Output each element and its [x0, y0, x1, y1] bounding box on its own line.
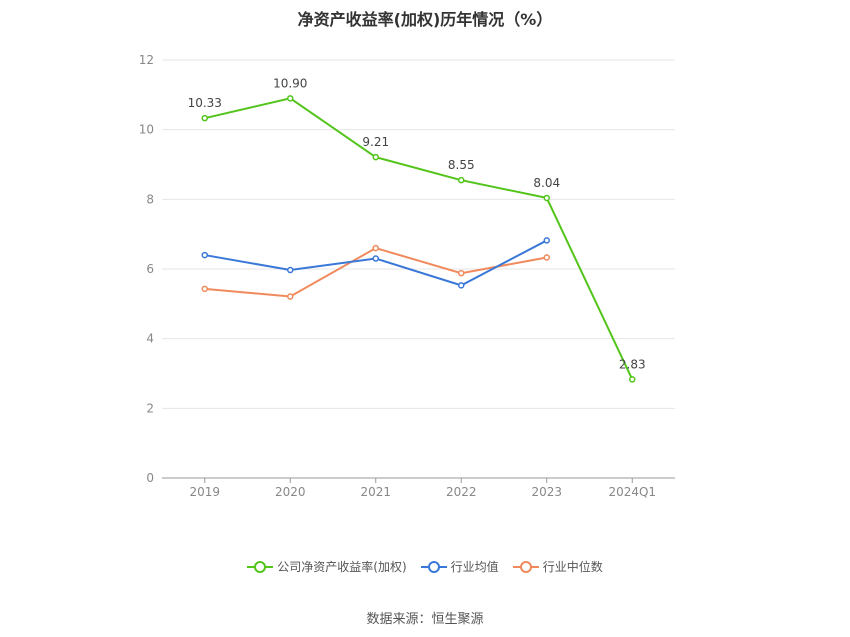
data-point[interactable]: [458, 269, 465, 277]
x-tick-label: 2021: [360, 485, 391, 499]
data-point[interactable]: [201, 285, 208, 293]
data-label: 10.90: [273, 76, 307, 90]
legend: 公司净资产收益率(加权) 行业均值 行业中位数: [0, 558, 850, 575]
y-tick-label: 12: [139, 53, 154, 67]
data-point[interactable]: [372, 255, 379, 262]
data-point[interactable]: [629, 376, 636, 383]
y-tick-label: 4: [146, 332, 154, 346]
series-layer: [201, 95, 636, 383]
source-note: 数据来源：恒生聚源: [366, 612, 484, 627]
data-point[interactable]: [458, 282, 465, 289]
legend-label: 行业均值: [450, 560, 499, 574]
data-point[interactable]: [372, 244, 379, 252]
legend-item[interactable]: 公司净资产收益率(加权): [247, 558, 407, 575]
data-point[interactable]: [287, 266, 294, 274]
data-label: 10.33: [188, 96, 222, 110]
x-tick-label: 2022: [446, 485, 477, 499]
x-tick-label: 2020: [275, 485, 306, 499]
data-point[interactable]: [543, 194, 550, 202]
y-tick-label: 0: [146, 471, 154, 485]
legend-item[interactable]: 行业均值: [420, 558, 499, 575]
data-point[interactable]: [543, 254, 550, 261]
data-point[interactable]: [201, 251, 208, 259]
data-point[interactable]: [543, 237, 550, 244]
data-point[interactable]: [372, 153, 379, 161]
data-point[interactable]: [458, 176, 465, 184]
data-label: 2.83: [619, 357, 646, 371]
y-tick-label: 10: [139, 123, 154, 137]
legend-swatch-icon: [247, 560, 274, 573]
data-label: 8.04: [533, 176, 560, 190]
legend-swatch-icon: [420, 560, 447, 573]
axis-layer: 0 2 4 6 8 10 12 2019 2020 2021 2022 2023 2024Q1: [139, 53, 675, 499]
data-label: 9.21: [362, 135, 389, 149]
chart-title: 净资产收益率(加权)历年情况（%）: [297, 10, 553, 29]
legend-swatch-icon: [512, 560, 539, 573]
data-point[interactable]: [287, 95, 294, 102]
grid-layer: [162, 59, 675, 409]
x-tick-label: 2024Q1: [608, 485, 656, 499]
y-tick-label: 6: [146, 262, 154, 276]
data-label: 8.55: [448, 158, 475, 172]
legend-label: 行业中位数: [542, 560, 603, 574]
series-line: [204, 97, 634, 380]
y-tick-label: 8: [146, 192, 154, 206]
x-tick-label: 2019: [189, 485, 220, 499]
legend-label: 公司净资产收益率(加权): [277, 560, 407, 574]
y-tick-label: 2: [146, 401, 154, 415]
label-layer: 10.33 10.90 9.21 8.55 8.04 2.83: [188, 76, 646, 371]
data-point[interactable]: [201, 114, 208, 122]
x-tick-label: 2023: [531, 485, 562, 499]
data-point[interactable]: [287, 293, 294, 300]
legend-item[interactable]: 行业中位数: [512, 558, 603, 575]
